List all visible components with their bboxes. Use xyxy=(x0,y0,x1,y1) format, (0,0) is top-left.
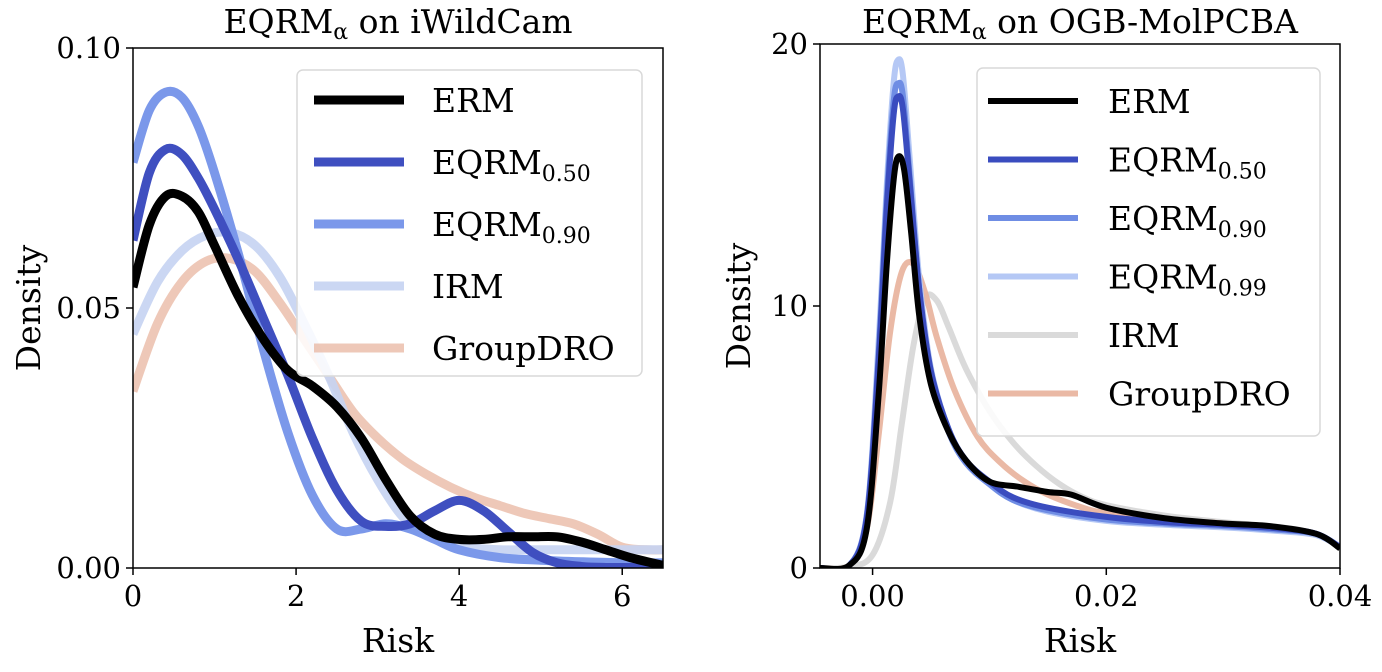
chart-title-rest: on OGB-MolPCBA xyxy=(987,2,1299,41)
chart-title-rest: on iWildCam xyxy=(348,2,572,41)
legend-label: EQRM0.99 xyxy=(1108,258,1267,302)
legend-box xyxy=(296,69,643,377)
legend-label-subscript: 0.90 xyxy=(1218,218,1267,243)
legend-label-subscript: 0.90 xyxy=(542,224,591,249)
y-tick-label: 0.05 xyxy=(56,291,121,325)
legend-label-main: EQRM xyxy=(1108,199,1218,238)
legend-label-main: ERM xyxy=(432,81,515,120)
legend-label-main: IRM xyxy=(432,267,504,306)
chart-title: EQRMα on iWildCam xyxy=(223,2,572,45)
series-line-erm xyxy=(820,153,1340,568)
chart-title: EQRMα on OGB-MolPCBA xyxy=(862,2,1299,45)
series-lines xyxy=(820,56,1340,568)
chart-title-main: EQRM xyxy=(223,2,333,41)
legend-label: GroupDRO xyxy=(1108,375,1291,414)
y-tick-label: 0.00 xyxy=(56,551,121,585)
series-line-erm xyxy=(133,188,663,568)
y-tick-label: 20 xyxy=(771,27,808,61)
x-axis-label: Risk xyxy=(362,621,435,660)
series-line-eqrm-090 xyxy=(133,86,663,568)
legend-label-subscript: 0.50 xyxy=(1218,160,1267,185)
legend-label-main: EQRM xyxy=(1108,141,1218,180)
chart-title-subscript: α xyxy=(972,20,987,45)
legend-label-main: EQRM xyxy=(432,205,542,244)
chart-title-subscript: α xyxy=(333,20,348,45)
legend-label: GroupDRO xyxy=(432,329,615,368)
legend-label: EQRM0.90 xyxy=(432,205,591,249)
series-line-eqrm-050 xyxy=(133,143,663,568)
legend-label-main: GroupDRO xyxy=(432,329,615,368)
legend-label-main: ERM xyxy=(1108,82,1191,121)
legend-label: ERM xyxy=(432,81,515,120)
legend-label-main: GroupDRO xyxy=(1108,375,1291,414)
legend-label: EQRM0.90 xyxy=(1108,199,1267,243)
legend-label-main: EQRM xyxy=(1108,258,1218,297)
x-axis-label: Risk xyxy=(1044,621,1117,660)
legend-label-main: IRM xyxy=(1108,316,1180,355)
x-tick-label: 4 xyxy=(450,579,468,613)
x-tick-label: 0.02 xyxy=(1074,579,1139,613)
legend-label: IRM xyxy=(432,267,504,306)
series-lines xyxy=(133,86,663,568)
chart-title-main: EQRM xyxy=(862,2,972,41)
legend-label: ERM xyxy=(1108,82,1191,121)
x-tick-label: 2 xyxy=(287,579,305,613)
y-axis-label: Density xyxy=(9,244,48,371)
legend-label-subscript: 0.99 xyxy=(1218,277,1267,302)
y-tick-label: 10 xyxy=(771,289,808,323)
legend-label: EQRM0.50 xyxy=(432,143,591,187)
y-tick-label: 0.10 xyxy=(56,31,121,65)
legend-label-main: EQRM xyxy=(432,143,542,182)
legend-label: IRM xyxy=(1108,316,1180,355)
x-tick-label: 0.04 xyxy=(1308,579,1373,613)
y-axis-label: Density xyxy=(719,242,758,369)
legend-label: EQRM0.50 xyxy=(1108,141,1267,185)
legend-label-subscript: 0.50 xyxy=(542,162,591,187)
y-tick-label: 0 xyxy=(790,551,808,585)
x-tick-label: 0 xyxy=(124,579,142,613)
x-tick-label: 0.00 xyxy=(840,579,905,613)
x-tick-label: 6 xyxy=(613,579,631,613)
